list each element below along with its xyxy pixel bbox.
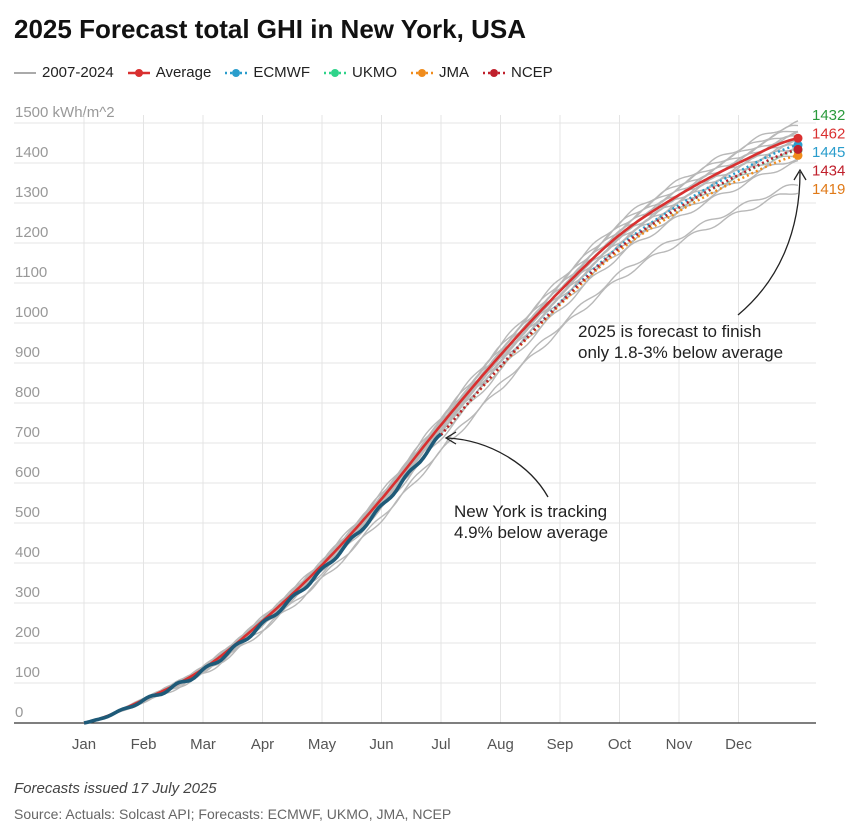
- end-dot-ncep: [793, 144, 803, 154]
- historical-line: [83, 159, 799, 724]
- y-tick-label: 700: [15, 424, 40, 441]
- y-tick-label: 1000: [15, 304, 48, 321]
- end-value-label: 1445: [812, 144, 845, 161]
- y-tick-label: 600: [15, 464, 40, 481]
- x-tick-label: Sep: [547, 736, 574, 753]
- legend-item-ecmwf: ECMWF: [225, 64, 310, 81]
- end-value-label: 1419: [812, 181, 845, 198]
- x-tick-label: Oct: [608, 736, 632, 753]
- annotation-finish-text: only 1.8-3% below average: [578, 343, 783, 362]
- x-tick-label: Apr: [251, 736, 274, 753]
- annotation-tracking-text: New York is tracking: [454, 502, 607, 521]
- y-tick-label: 0: [15, 704, 23, 721]
- legend-swatch-ncep: [483, 68, 505, 77]
- legend-label-ncep: NCEP: [511, 64, 553, 81]
- y-tick-label: 800: [15, 384, 40, 401]
- y-tick-label: 200: [15, 624, 40, 641]
- y-tick-label: 1200: [15, 224, 48, 241]
- x-tick-label: Mar: [190, 736, 216, 753]
- main-series: [83, 133, 803, 725]
- legend-label-ecmwf: ECMWF: [253, 64, 310, 81]
- y-tick-label: 1400: [15, 144, 48, 161]
- legend-item-ncep: NCEP: [483, 64, 553, 81]
- annotation-arrow-tracking: [446, 437, 549, 498]
- legend: 2007-2024 Average ECMWF UKMO JMA NCEP: [14, 64, 567, 81]
- forecast-line-ncep: [440, 148, 799, 436]
- legend-swatch-ukmo: [324, 68, 346, 77]
- end-value-label: 1434: [812, 163, 845, 180]
- legend-item-jma: JMA: [411, 64, 469, 81]
- y-tick-label: 900: [15, 344, 40, 361]
- x-tick-label: Aug: [487, 736, 514, 753]
- annotation-tracking-text: 4.9% below average: [454, 523, 608, 542]
- legend-swatch-ecmwf: [225, 68, 248, 77]
- annotation-arrow-finish: [737, 171, 801, 316]
- legend-label-average: Average: [155, 64, 212, 81]
- y-tick-label: 500: [15, 504, 40, 521]
- source-note: Source: Actuals: Solcast API; Forecasts:…: [14, 806, 452, 822]
- y-tick-label: 1500 kWh/m^2: [15, 104, 115, 121]
- annotation-arrowhead-finish: [793, 168, 807, 181]
- legend-label-historical: 2007-2024: [42, 64, 114, 81]
- forecast-note: Forecasts issued 17 July 2025: [14, 780, 217, 797]
- x-tick-label: May: [308, 736, 337, 753]
- y-tick-label: 400: [15, 544, 40, 561]
- x-tick-label: Jun: [369, 736, 393, 753]
- legend-label-ukmo: UKMO: [352, 64, 397, 81]
- end-dot-average: [793, 133, 803, 143]
- y-tick-label: 300: [15, 584, 40, 601]
- legend-item-average: Average: [127, 64, 212, 81]
- grid-layer: 0 100 200 300 400 500 600 700 800 900 1000 1100 1200…: [14, 104, 816, 753]
- y-tick-label: 1100: [15, 264, 47, 281]
- x-tick-label: Dec: [725, 736, 752, 753]
- annotation-arrowhead-tracking: [444, 431, 457, 445]
- legend-swatch-historical: [14, 71, 36, 74]
- chart-title: 2025 Forecast total GHI in New York, USA: [14, 14, 526, 44]
- x-tick-label: Feb: [131, 736, 157, 753]
- y-tick-label: 100: [15, 664, 40, 681]
- legend-swatch-average: [127, 68, 150, 77]
- x-tick-label: Nov: [666, 736, 693, 753]
- end-value-label: 1432: [812, 107, 845, 124]
- annotation-finish-text: 2025 is forecast to finish: [578, 322, 761, 341]
- x-tick-label: Jul: [431, 736, 450, 753]
- end-value-label: 1462: [812, 126, 845, 143]
- legend-swatch-jma: [411, 68, 433, 77]
- x-tick-label: Jan: [72, 736, 96, 753]
- actual-2025-line: [83, 432, 443, 725]
- historical-line: [83, 192, 799, 724]
- y-tick-label: 1300: [15, 184, 48, 201]
- legend-item-historical: 2007-2024: [14, 64, 114, 81]
- legend-item-ukmo: UKMO: [324, 64, 397, 81]
- legend-label-jma: JMA: [439, 64, 469, 81]
